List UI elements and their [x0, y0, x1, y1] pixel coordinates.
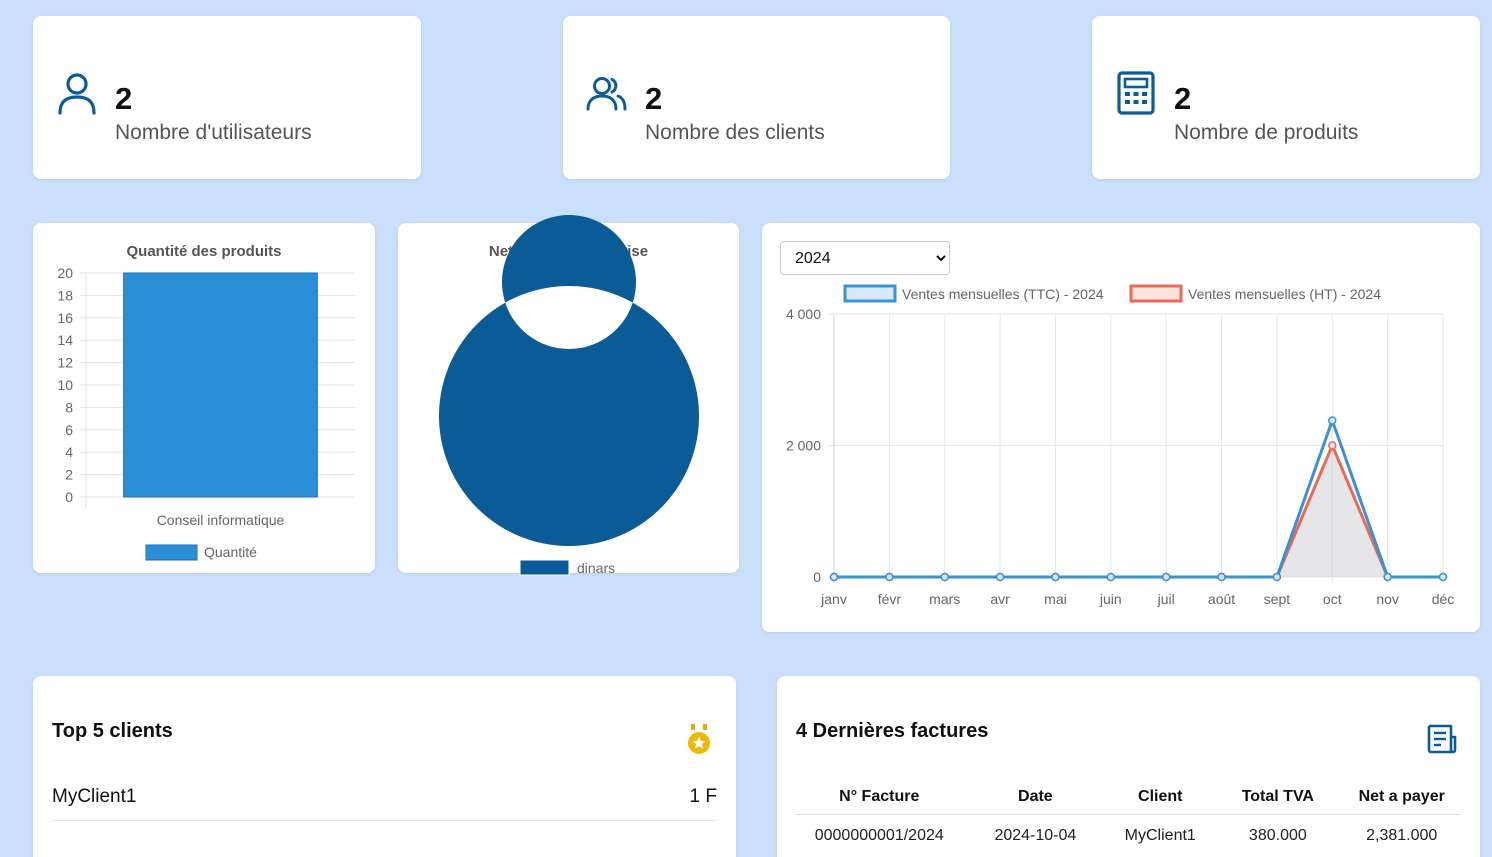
y-tick-label: 16	[57, 310, 73, 326]
users-icon	[586, 77, 627, 111]
bar-chart-card: Quantité des produits 0 2 4 6 8 10 12 14 16 18 20 C…	[33, 223, 375, 573]
y-tick-label: 0	[813, 569, 821, 585]
legend-swatch	[843, 284, 897, 303]
cell-date: 2024-10-04	[994, 827, 1077, 845]
x-tick-label: déc	[1432, 591, 1455, 607]
x-tick-label: févr	[878, 591, 902, 607]
col-client: Client	[1108, 781, 1213, 815]
user-icon	[58, 73, 96, 115]
data-point	[1217, 572, 1226, 582]
list-item: MyClient1 1 F	[52, 786, 717, 821]
data-point	[940, 572, 949, 582]
products-count: 2	[1174, 81, 1192, 116]
invoices-table: N° Facture Date Client Total TVA Net a p…	[796, 781, 1460, 857]
col-total-tva: Total TVA	[1212, 781, 1344, 815]
calculator-icon	[1117, 71, 1155, 115]
legend-label: Ventes mensuelles (TTC) - 2024	[902, 286, 1104, 302]
data-point	[1272, 572, 1282, 582]
x-tick-label: sept	[1264, 591, 1291, 607]
col-net-a-payer: Net a payer	[1343, 781, 1460, 815]
y-tick-label: 10	[57, 377, 73, 393]
y-tick-label: 2 000	[786, 438, 821, 454]
products-label: Nombre de produits	[1174, 121, 1359, 144]
data-point	[995, 572, 1005, 582]
y-tick-label: 12	[57, 355, 73, 371]
cell-total-tva: 380.000	[1248, 827, 1307, 845]
y-tick-label: 4	[65, 444, 73, 460]
table-header-row: N° Facture Date Client Total TVA Net a p…	[796, 781, 1460, 815]
x-tick-label: oct	[1323, 591, 1342, 607]
cell-net-a-payer: 2,381.000	[1366, 827, 1438, 845]
stat-card-users: 2 Nombre d'utilisateurs	[33, 16, 421, 179]
data-point	[1438, 572, 1448, 582]
x-tick-label: mai	[1044, 591, 1067, 607]
legend-swatch	[145, 544, 198, 561]
donut-chart-card: Net a payer par devise dinars	[398, 215, 739, 576]
col-date: Date	[962, 781, 1109, 815]
data-point	[1161, 572, 1171, 582]
invoices-panel: 4 Dernières factures N° Facture Date Cli…	[777, 676, 1480, 857]
year-select[interactable]: 2024	[780, 241, 950, 275]
bar	[123, 272, 318, 498]
users-count: 2	[115, 81, 133, 116]
x-tick-label: nov	[1376, 591, 1399, 607]
x-tick-label: Conseil informatique	[157, 512, 285, 528]
table-row[interactable]: 0000000001/2024 2024-10-04 MyClient1 380…	[796, 814, 1460, 857]
x-tick-label: août	[1208, 591, 1235, 607]
bar-chart-title: Quantité des produits	[126, 243, 282, 260]
x-tick-label: mars	[929, 591, 960, 607]
medal-icon	[688, 724, 710, 754]
col-invoice-number: N° Facture	[796, 781, 963, 815]
clients-count: 2	[645, 81, 663, 116]
data-point	[885, 572, 894, 582]
y-tick-label: 14	[57, 332, 73, 348]
stat-card-products: 2 Nombre de produits	[1092, 16, 1480, 179]
x-tick-label: avr	[990, 591, 1010, 607]
stat-card-clients: 2 Nombre des clients	[563, 16, 950, 179]
x-tick-label: juil	[1157, 591, 1175, 607]
data-point	[1328, 441, 1337, 450]
y-tick-label: 0	[65, 489, 73, 505]
legend-label: dinars	[577, 560, 615, 576]
data-point	[1328, 416, 1337, 425]
y-tick-label: 2	[65, 467, 73, 483]
top-clients-title: Top 5 clients	[52, 720, 173, 742]
line-chart-card: 2024 janv févr mars avr mai juin juil août sept o…	[762, 223, 1480, 632]
client-value: 1 F	[689, 786, 717, 807]
legend-label: Ventes mensuelles (HT) - 2024	[1188, 286, 1381, 302]
x-tick-label: janv	[820, 591, 847, 607]
legend-label: Quantité	[204, 544, 257, 560]
donut-chart: dinars	[438, 215, 699, 576]
invoices-title: 4 Dernières factures	[796, 720, 989, 742]
series-line	[834, 418, 1443, 579]
legend-swatch	[519, 559, 570, 576]
line-chart: janv févr mars avr mai juin juil août sept oct nov…	[786, 284, 1455, 607]
cell-client: MyClient1	[1124, 827, 1196, 845]
cell-invoice-number: 0000000001/2024	[814, 827, 944, 845]
data-point	[1383, 572, 1392, 582]
bar-chart: 0 2 4 6 8 10 12 14 16 18 20 Conseil informatique Qua…	[57, 265, 355, 561]
y-tick-label: 20	[57, 265, 73, 281]
clients-label: Nombre des clients	[645, 121, 825, 144]
donut-slice	[438, 215, 699, 546]
top-clients-panel: Top 5 clients MyClient1 1 F	[33, 676, 736, 857]
data-point	[1051, 572, 1060, 582]
x-tick-label: juin	[1099, 591, 1122, 607]
y-tick-label: 4 000	[786, 306, 821, 322]
client-name: MyClient1	[52, 786, 137, 807]
data-point	[829, 572, 839, 582]
series-area	[834, 445, 1443, 577]
users-label: Nombre d'utilisateurs	[115, 121, 312, 144]
y-tick-label: 18	[57, 287, 73, 303]
invoice-icon	[1427, 724, 1457, 754]
data-point	[1106, 572, 1116, 582]
y-tick-label: 8	[65, 399, 73, 415]
legend-swatch	[1129, 284, 1183, 303]
y-tick-label: 6	[65, 422, 73, 438]
